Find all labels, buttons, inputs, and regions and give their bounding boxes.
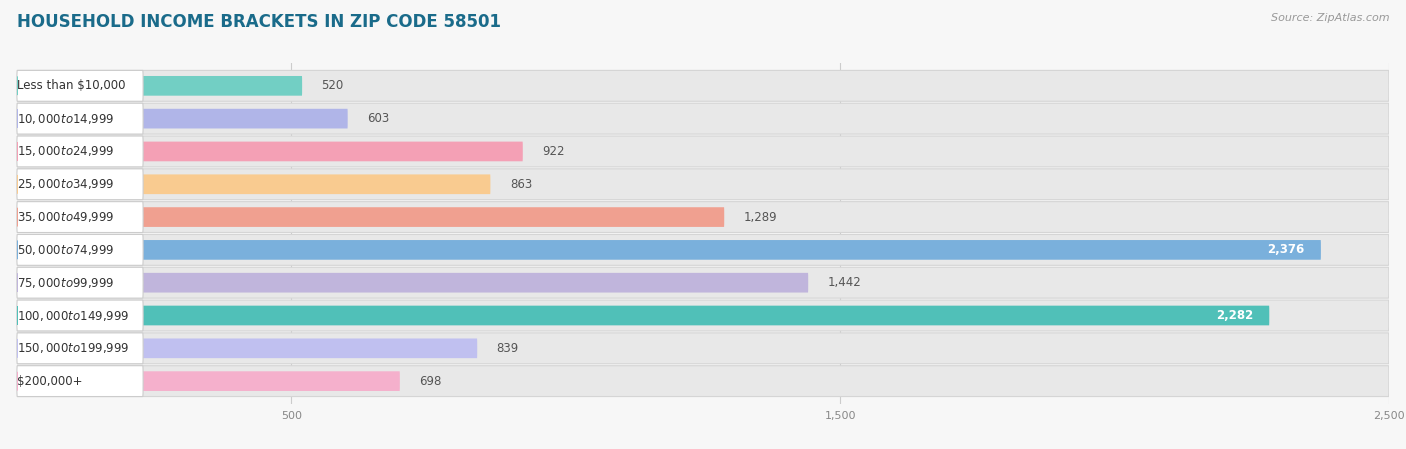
- Text: 520: 520: [322, 79, 343, 92]
- Text: $10,000 to $14,999: $10,000 to $14,999: [17, 112, 115, 126]
- FancyBboxPatch shape: [17, 136, 143, 167]
- FancyBboxPatch shape: [17, 141, 523, 161]
- FancyBboxPatch shape: [17, 300, 143, 331]
- Text: $200,000+: $200,000+: [17, 374, 83, 387]
- FancyBboxPatch shape: [17, 76, 302, 96]
- Text: $150,000 to $199,999: $150,000 to $199,999: [17, 341, 129, 355]
- Text: 1,442: 1,442: [828, 276, 862, 289]
- Text: 2,282: 2,282: [1216, 309, 1253, 322]
- Text: $50,000 to $74,999: $50,000 to $74,999: [17, 243, 115, 257]
- Text: $25,000 to $34,999: $25,000 to $34,999: [17, 177, 115, 191]
- FancyBboxPatch shape: [17, 202, 1389, 233]
- Text: $100,000 to $149,999: $100,000 to $149,999: [17, 308, 129, 322]
- Text: 2,376: 2,376: [1267, 243, 1305, 256]
- Text: 839: 839: [496, 342, 519, 355]
- Text: Less than $10,000: Less than $10,000: [17, 79, 125, 92]
- FancyBboxPatch shape: [17, 273, 808, 293]
- FancyBboxPatch shape: [17, 339, 477, 358]
- FancyBboxPatch shape: [17, 234, 1389, 265]
- FancyBboxPatch shape: [17, 103, 143, 134]
- FancyBboxPatch shape: [17, 365, 143, 396]
- FancyBboxPatch shape: [17, 174, 491, 194]
- FancyBboxPatch shape: [17, 365, 1389, 396]
- FancyBboxPatch shape: [17, 371, 399, 391]
- Text: Source: ZipAtlas.com: Source: ZipAtlas.com: [1271, 13, 1389, 23]
- Text: 1,289: 1,289: [744, 211, 778, 224]
- FancyBboxPatch shape: [17, 234, 143, 265]
- FancyBboxPatch shape: [17, 136, 1389, 167]
- FancyBboxPatch shape: [17, 70, 1389, 101]
- FancyBboxPatch shape: [17, 169, 143, 200]
- Text: 922: 922: [543, 145, 565, 158]
- FancyBboxPatch shape: [17, 300, 1389, 331]
- FancyBboxPatch shape: [17, 109, 347, 128]
- FancyBboxPatch shape: [17, 306, 1270, 326]
- Text: 603: 603: [367, 112, 389, 125]
- Text: $15,000 to $24,999: $15,000 to $24,999: [17, 145, 115, 158]
- Text: 698: 698: [419, 374, 441, 387]
- FancyBboxPatch shape: [17, 333, 143, 364]
- Text: 863: 863: [510, 178, 531, 191]
- FancyBboxPatch shape: [17, 333, 1389, 364]
- Text: $75,000 to $99,999: $75,000 to $99,999: [17, 276, 115, 290]
- Text: $35,000 to $49,999: $35,000 to $49,999: [17, 210, 115, 224]
- FancyBboxPatch shape: [17, 202, 143, 233]
- FancyBboxPatch shape: [17, 169, 1389, 200]
- FancyBboxPatch shape: [17, 207, 724, 227]
- FancyBboxPatch shape: [17, 70, 143, 101]
- FancyBboxPatch shape: [17, 240, 1320, 260]
- FancyBboxPatch shape: [17, 267, 1389, 298]
- Text: HOUSEHOLD INCOME BRACKETS IN ZIP CODE 58501: HOUSEHOLD INCOME BRACKETS IN ZIP CODE 58…: [17, 13, 501, 31]
- FancyBboxPatch shape: [17, 267, 143, 298]
- FancyBboxPatch shape: [17, 103, 1389, 134]
